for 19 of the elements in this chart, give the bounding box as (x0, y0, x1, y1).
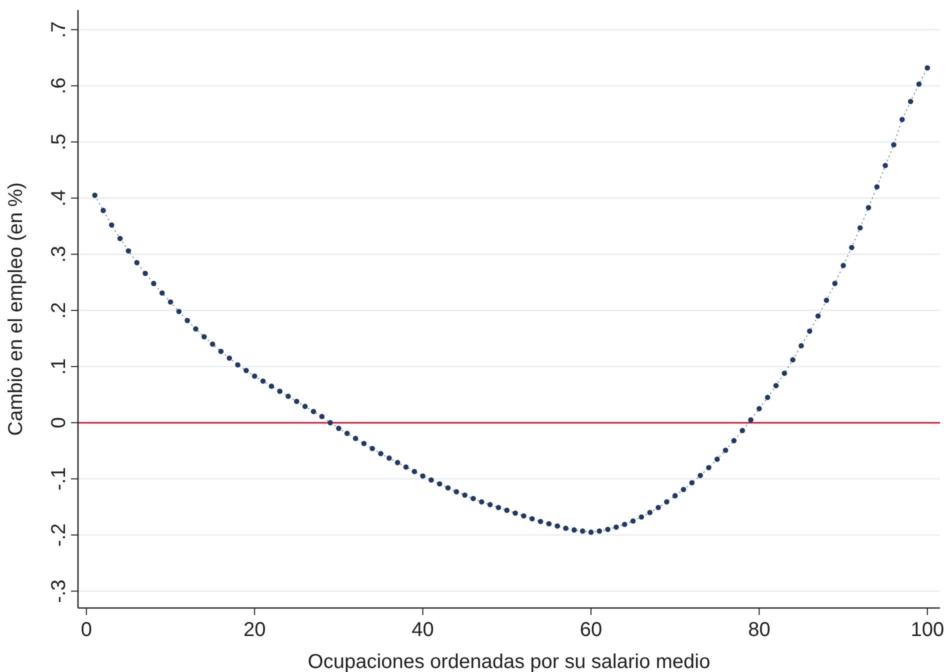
x-tick-label: 60 (580, 619, 602, 641)
y-tick-label: -.1 (48, 467, 70, 491)
x-tick-label: 80 (748, 619, 770, 641)
y-axis-title: Cambio en el empleo (en %) (5, 182, 27, 436)
y-tick-label: .7 (48, 21, 70, 38)
y-tick-label: -.2 (48, 523, 70, 547)
y-tick-label: .4 (48, 190, 70, 206)
x-tick-label: 20 (243, 619, 266, 641)
x-axis-title: Ocupaciones ordenadas por su salario medio (308, 651, 710, 672)
y-tick-label: -.3 (48, 579, 70, 603)
x-tick-label: 100 (910, 619, 944, 641)
x-tick-label: 0 (80, 619, 92, 641)
x-tick-label: 40 (412, 619, 434, 641)
y-tick-label: .6 (48, 77, 70, 94)
y-tick-label: .5 (48, 134, 70, 150)
y-tick-label: .2 (48, 302, 70, 319)
y-tick-label: .3 (48, 246, 70, 263)
y-tick-label: 0 (48, 417, 70, 428)
y-tick-label: .1 (48, 358, 70, 375)
